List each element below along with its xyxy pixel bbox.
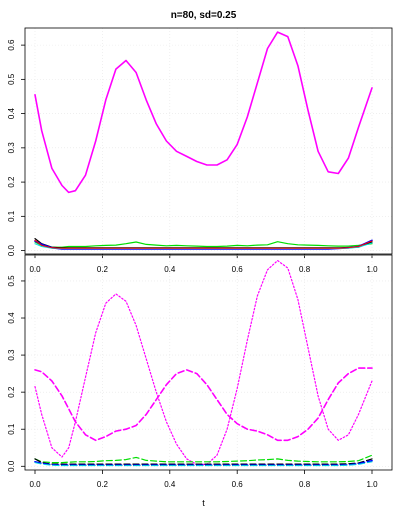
y-tick-label: 0.0 <box>7 244 16 256</box>
y-tick-label: 0.1 <box>7 210 16 222</box>
bottom-plot-frame <box>24 254 393 471</box>
y-tick-label: 0.5 <box>7 275 16 287</box>
y-tick-label: 0.4 <box>7 107 16 119</box>
x-tick-label: 0.6 <box>232 265 244 274</box>
x-axis-label: t <box>202 498 205 508</box>
y-tick-label: 0.1 <box>7 423 16 435</box>
x-tick-label: 0.8 <box>299 480 311 489</box>
chart-title: n=80, sd=0.25 <box>171 10 237 21</box>
top-series-line-1 <box>34 31 373 194</box>
x-tick-label: 0.2 <box>97 480 109 489</box>
bottom-series-line-3 <box>34 454 373 464</box>
x-tick-label: 0.0 <box>29 265 41 274</box>
x-tick-label: 1.0 <box>366 480 378 489</box>
bottom-series-line-4 <box>34 458 373 465</box>
y-tick-label: 0.6 <box>7 39 16 51</box>
y-tick-label: 0.2 <box>7 176 16 188</box>
top-series-line-6 <box>34 239 373 249</box>
top-plot-frame <box>24 27 393 255</box>
x-tick-label: 0.0 <box>29 480 41 489</box>
top-grid <box>25 28 392 254</box>
y-tick-label: 0.3 <box>7 142 16 154</box>
bottom-series-line-6 <box>34 461 373 467</box>
x-tick-label: 0.2 <box>97 265 109 274</box>
y-tick-label: 0.2 <box>7 386 16 398</box>
x-tick-label: 0.4 <box>164 265 176 274</box>
y-tick-label: 0.5 <box>7 73 16 85</box>
bottom-series-line-2 <box>34 367 373 442</box>
top-series-line-2 <box>34 241 373 248</box>
bottom-grid <box>25 255 392 470</box>
top-panel: 0.0 0.1 0.2 0.3 0.4 0.5 0.6 0.0 0.2 0.4 0.6 0.8 1.0 <box>7 27 393 274</box>
x-tick-label: 0.8 <box>299 265 311 274</box>
y-tick-label: 0.0 <box>7 460 16 472</box>
bottom-panel: 0.0 0.1 0.2 0.3 0.4 0.5 0.0 0.2 0.4 0.6 0.8 1.0 <box>7 254 393 489</box>
y-tick-label: 0.3 <box>7 349 16 361</box>
x-tick-label: 1.0 <box>366 265 378 274</box>
x-tick-label: 0.4 <box>164 480 176 489</box>
y-tick-label: 0.4 <box>7 312 16 324</box>
x-tick-label: 0.6 <box>232 480 244 489</box>
